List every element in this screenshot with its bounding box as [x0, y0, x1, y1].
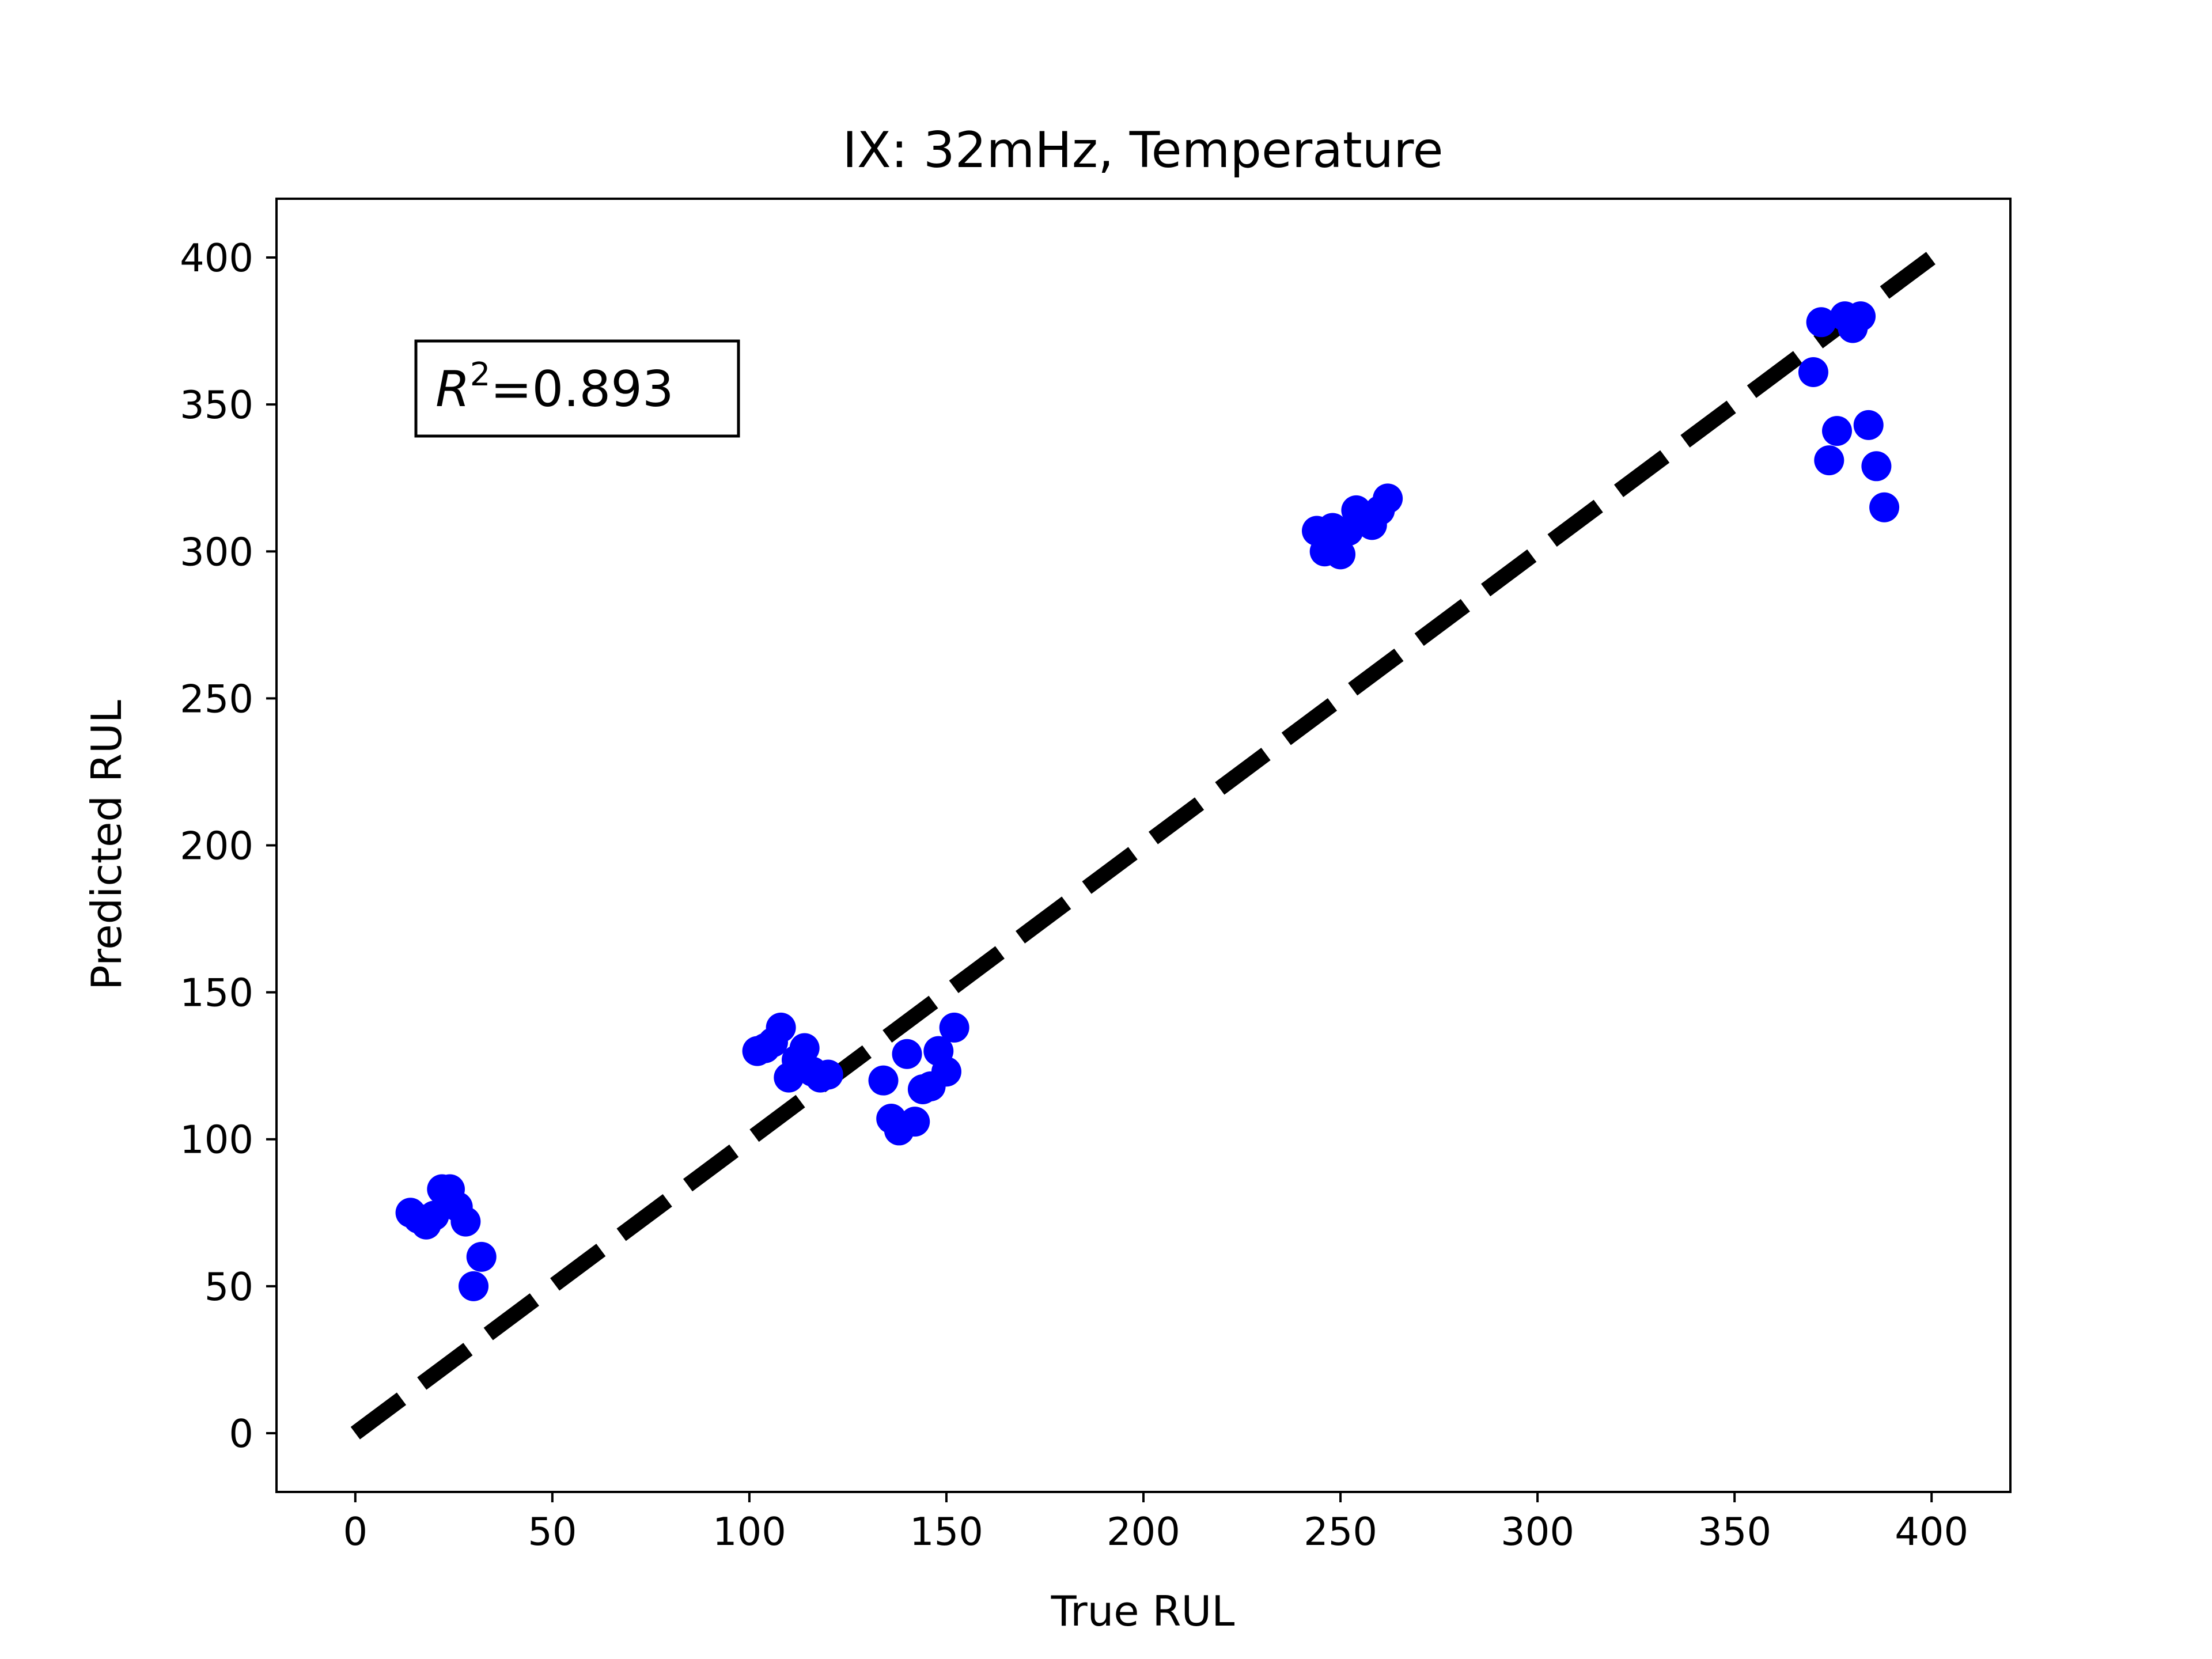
- y-axis-label: Predicted RUL: [82, 700, 131, 990]
- y-tick-label: 200: [180, 824, 253, 869]
- y-tick-label: 50: [204, 1264, 253, 1309]
- data-point: [1869, 492, 1900, 522]
- data-point: [868, 1065, 899, 1096]
- data-point: [789, 1033, 820, 1063]
- data-point: [1806, 307, 1836, 338]
- data-point: [766, 1012, 796, 1043]
- data-point: [900, 1107, 930, 1137]
- r-squared-symbol: R: [435, 361, 470, 418]
- data-point: [1822, 416, 1852, 446]
- data-point: [1325, 539, 1356, 570]
- y-tick-label: 150: [180, 971, 253, 1016]
- data-point: [1798, 357, 1828, 388]
- y-tick-label: 350: [180, 382, 253, 427]
- data-point: [466, 1241, 497, 1272]
- x-tick-label: 300: [1501, 1509, 1574, 1554]
- y-tick-label: 100: [180, 1118, 253, 1162]
- x-axis: 0 50 100 150 200 250 300 350 400: [343, 1492, 1968, 1554]
- data-point: [459, 1271, 489, 1301]
- data-point: [419, 1200, 449, 1231]
- plot-area: [350, 251, 1937, 1440]
- r-squared-value: =0.893: [490, 361, 673, 418]
- annotation-box: [414, 339, 740, 438]
- r-squared-annotation: R2=0.893: [414, 339, 740, 438]
- x-axis-label: True RUL: [1051, 1587, 1235, 1635]
- data-point: [931, 1056, 961, 1087]
- annotation-text: R2=0.893: [435, 356, 674, 418]
- data-points-layer: [395, 301, 1900, 1301]
- data-point: [939, 1012, 969, 1043]
- r-squared-superscript: 2: [470, 356, 491, 393]
- data-point: [813, 1059, 843, 1090]
- x-tick-label: 250: [1304, 1509, 1377, 1554]
- chart-title: IX: 32mHz, Temperature: [842, 122, 1443, 179]
- data-point: [1373, 483, 1403, 514]
- data-point: [1846, 301, 1876, 332]
- x-tick-label: 0: [343, 1509, 368, 1554]
- data-point: [1853, 410, 1884, 440]
- x-tick-label: 150: [910, 1509, 983, 1554]
- x-tick-label: 400: [1895, 1509, 1968, 1554]
- x-tick-label: 200: [1107, 1509, 1180, 1554]
- data-point: [1814, 445, 1844, 476]
- y-tick-label: 400: [180, 236, 253, 281]
- data-point: [450, 1206, 481, 1237]
- y-tick-label: 0: [229, 1411, 253, 1456]
- data-point: [892, 1039, 922, 1069]
- data-point: [1861, 451, 1892, 482]
- y-tick-label: 250: [180, 676, 253, 721]
- x-tick-label: 50: [528, 1509, 577, 1554]
- x-tick-label: 100: [713, 1509, 786, 1554]
- x-tick-label: 350: [1698, 1509, 1771, 1554]
- y-tick-label: 300: [180, 529, 253, 574]
- y-axis: 0 50 100 150 200 250 300 350 400: [180, 236, 276, 1456]
